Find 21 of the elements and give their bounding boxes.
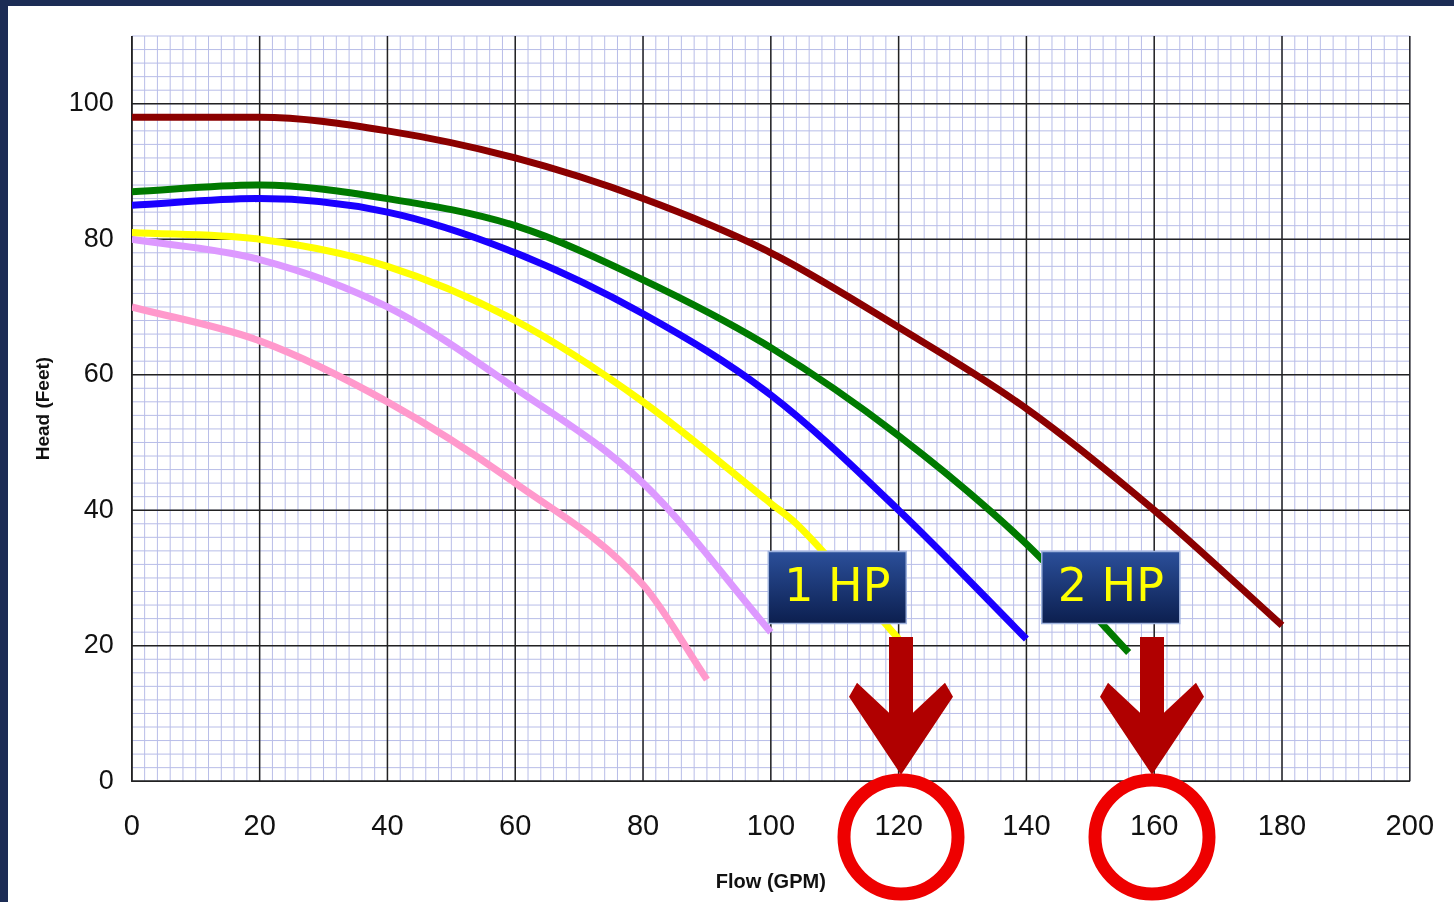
- x-tick-label: 140: [1002, 808, 1051, 841]
- x-tick-label: 40: [371, 808, 404, 841]
- x-tick-label: 120: [874, 808, 923, 841]
- y-tick-label: 100: [68, 87, 114, 118]
- y-tick-label: 60: [83, 358, 114, 389]
- x-tick-label: 80: [626, 808, 660, 841]
- y-tick-label: 80: [83, 222, 114, 253]
- x-axis-title: Flow (GPM): [715, 869, 826, 892]
- y-axis-title: Head (Feet): [31, 356, 53, 461]
- x-tick-label: 160: [1130, 808, 1179, 841]
- annotation: 2 HP: [1057, 558, 1164, 613]
- y-tick-label: 0: [98, 764, 114, 795]
- x-tick-label: 60: [499, 808, 532, 841]
- y-tick-label: 40: [83, 493, 114, 524]
- x-tick-label: 0: [123, 808, 140, 841]
- annotation: 1 HP: [784, 558, 891, 613]
- x-tick-label: 180: [1257, 808, 1307, 841]
- x-tick-label: 200: [1385, 808, 1434, 841]
- y-tick-label: 20: [83, 629, 114, 660]
- x-tick-label: 100: [746, 808, 796, 841]
- x-tick-label: 20: [243, 808, 276, 841]
